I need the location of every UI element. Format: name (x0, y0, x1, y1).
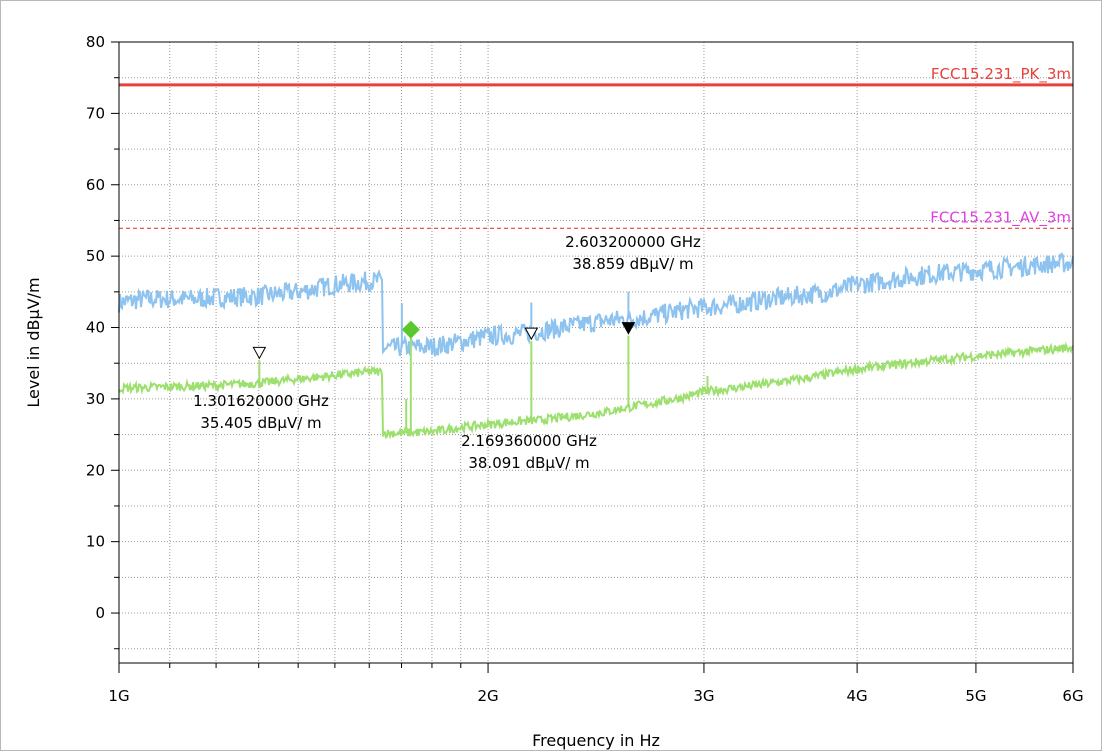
y-tick-label: 30 (86, 390, 105, 408)
y-axis-label: Level in dBµV/m (24, 277, 43, 407)
x-tick-label: 5G (965, 687, 986, 705)
y-tick-label: 0 (95, 604, 105, 622)
y-tick-label: 80 (86, 33, 105, 51)
y-tick-label: 40 (86, 319, 105, 337)
marker-triangle (252, 346, 267, 360)
marker-triangle (524, 327, 539, 341)
y-tick-label: 50 (86, 247, 105, 265)
x-tick-label: 6G (1062, 687, 1083, 705)
plot-border (118, 41, 1074, 664)
trace-line (118, 341, 1074, 440)
y-tick-label: 70 (86, 104, 105, 122)
x-tick-label: 3G (693, 687, 714, 705)
x-tick-label: 4G (847, 687, 868, 705)
marker-level-label: 38.091 dBµV/ m (468, 454, 589, 472)
x-tick-label: 1G (108, 687, 129, 705)
axes (111, 41, 1074, 673)
marker-frequency-label: 2.603200000 GHz (565, 233, 701, 251)
x-tick-label: 2G (477, 687, 498, 705)
limit-line-label: FCC15.231_AV_3m (930, 208, 1071, 227)
marker-triangle (621, 322, 636, 335)
marker-level-label: 35.405 dBµV/ m (200, 414, 321, 432)
x-axis-label: Frequency in Hz (532, 731, 660, 750)
limit-line-label: FCC15.231_PK_3m (931, 65, 1071, 84)
marker-frequency-label: 1.301620000 GHz (193, 392, 329, 410)
y-tick-label: 20 (86, 461, 105, 479)
limit-lines: FCC15.231_PK_3m FCC15.231_AV_3m (119, 65, 1073, 229)
trace-line (118, 251, 1074, 357)
marker-level-label: 38.859 dBµV/ m (572, 255, 693, 273)
traces (118, 251, 1074, 440)
marker-frequency-label: 2.169360000 GHz (461, 432, 597, 450)
y-tick-label: 10 (86, 533, 105, 551)
y-tick-label: 60 (86, 176, 105, 194)
spikes (258, 291, 709, 433)
markers: 1.301620000 GHz 35.405 dBµV/ m 2.169360000… (193, 233, 701, 472)
tick-labels: 0 10 20 30 40 50 60 70 80 1G 2G 3G 4G 5G 6G (86, 33, 1084, 705)
marker-diamond (401, 320, 420, 339)
